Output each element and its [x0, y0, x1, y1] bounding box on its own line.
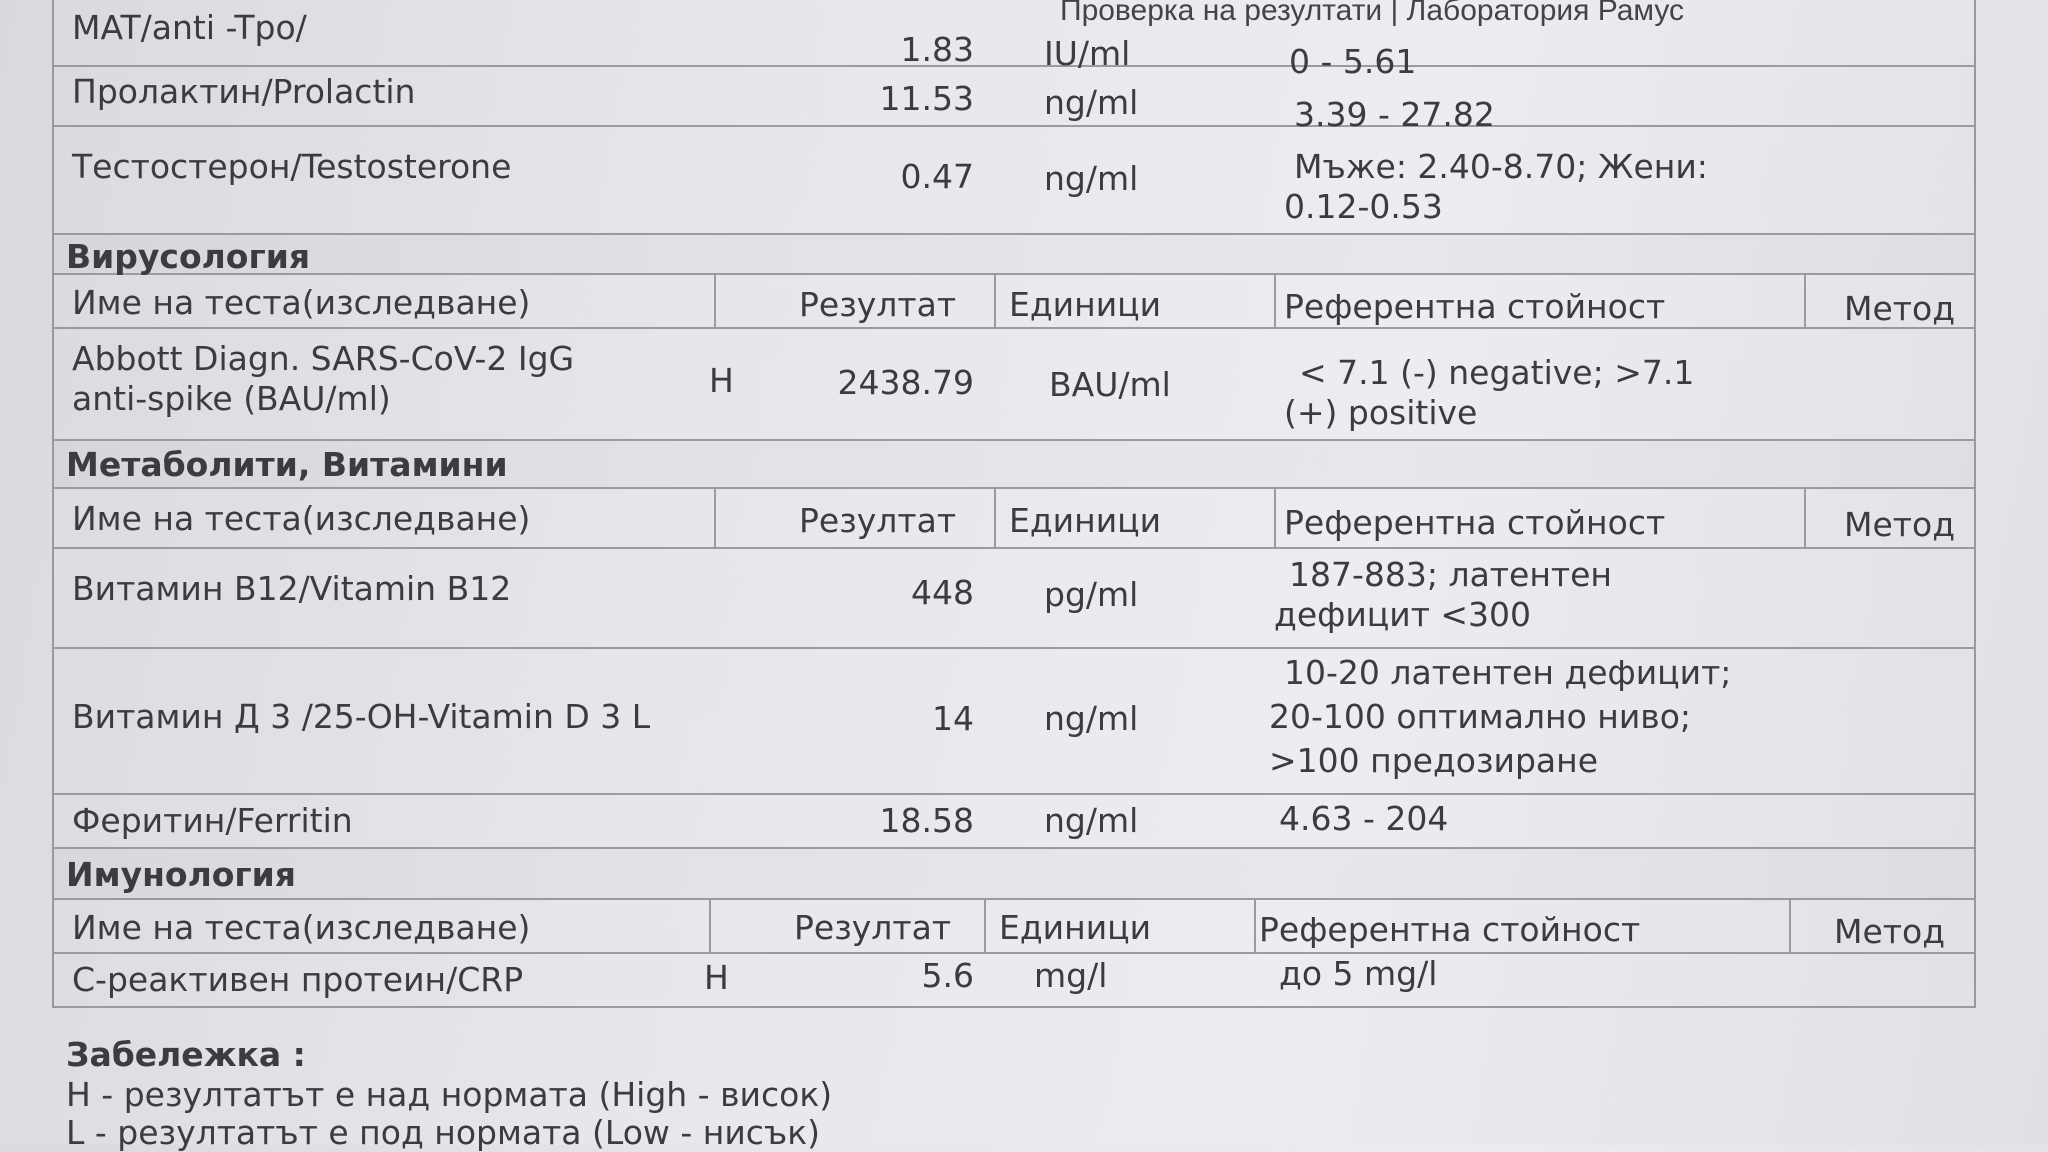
table-row: Витамин B12/Vitamin B12 448 pg/ml 187-88… [54, 549, 1974, 649]
test-units: ng/ml [1044, 801, 1139, 840]
table-row: Abbott Diagn. SARS-CoV-2 IgG anti-spike … [54, 329, 1974, 441]
column-reference: Референтна стойност [1284, 503, 1666, 542]
test-result: 5.6 [921, 956, 974, 995]
column-result: Резултат [799, 285, 957, 324]
test-reference: до 5 mg/l [1279, 954, 1438, 993]
test-reference: Мъже: 2.40-8.70; Жени: [1294, 147, 1708, 186]
test-reference: 3.39 - 27.82 [1294, 95, 1495, 134]
column-method: Метод [1844, 505, 1956, 544]
column-header-row: Име на теста(изследване) Резултат Единиц… [54, 900, 1974, 954]
test-name: MAT/anti -Tpo/ [72, 8, 307, 47]
table-row: Пролактин/Prolactin 11.53 ng/ml 3.39 - 2… [54, 67, 1974, 134]
test-units: ng/ml [1044, 159, 1139, 198]
test-name: Тестостерон/Testosterone [72, 147, 512, 186]
test-reference: дефицит <300 [1274, 595, 1532, 634]
table-row: С-реактивен протеин/CRP H 5.6 mg/l до 5 … [54, 954, 1974, 1008]
column-reference: Референтна стойност [1259, 910, 1641, 949]
test-result: 2438.79 [837, 363, 974, 402]
note-line: H - резултатът е над нормата (High - вис… [66, 1075, 833, 1114]
table-row: Витамин Д 3 /25-OH-Vitamin D 3 L 14 ng/m… [54, 649, 1974, 795]
test-reference: >100 предозиране [1269, 741, 1599, 780]
notes-title: Забележка : [66, 1035, 306, 1074]
test-reference: 0.12-0.53 [1284, 187, 1443, 226]
high-flag: H [709, 361, 734, 400]
column-units: Единици [999, 908, 1152, 947]
document-header: Проверка на резултати | Лаборатория Раму… [1060, 0, 1685, 27]
column-name: Име на теста(изследване) [72, 908, 531, 947]
column-reference: Референтна стойност [1284, 287, 1666, 326]
test-result: 1.83 [900, 30, 974, 69]
column-result: Резултат [799, 501, 957, 540]
test-reference: 20-100 оптимално ниво; [1269, 697, 1692, 736]
section-title: Имунология [66, 855, 296, 894]
section-title: Вирусология [66, 237, 311, 276]
test-units: mg/l [1034, 956, 1108, 995]
test-result: 14 [932, 699, 974, 738]
results-table: MAT/anti -Tpo/ 1.83 IU/ml 0 - 5.61 Прола… [52, 0, 1976, 1008]
test-reference: 187-883; латентен [1289, 555, 1613, 594]
test-name: Витамин B12/Vitamin B12 [72, 569, 512, 608]
test-name: Пролактин/Prolactin [72, 72, 416, 111]
test-name: С-реактивен протеин/CRP [72, 960, 524, 999]
test-units: ng/ml [1044, 699, 1139, 738]
test-reference: 10-20 латентен дефицит; [1284, 653, 1732, 692]
column-name: Име на теста(изследване) [72, 499, 531, 538]
column-units: Единици [1009, 501, 1162, 540]
column-units: Единици [1009, 285, 1162, 324]
test-reference: 0 - 5.61 [1289, 42, 1417, 81]
high-flag: H [704, 958, 729, 997]
column-method: Метод [1834, 912, 1946, 951]
column-name: Име на теста(изследване) [72, 283, 531, 322]
test-reference: < 7.1 (-) negative; >7.1 [1299, 353, 1695, 392]
section-title: Метаболити, Витамини [66, 445, 508, 484]
test-result: 0.47 [900, 157, 974, 196]
test-name: Витамин Д 3 /25-OH-Vitamin D 3 L [72, 697, 651, 736]
test-reference: 4.63 - 204 [1279, 799, 1449, 838]
test-result: 18.58 [879, 801, 974, 840]
test-reference: (+) positive [1284, 393, 1478, 432]
column-result: Резултат [794, 908, 952, 947]
section-metabolites: Метаболити, Витамини [54, 441, 1974, 489]
test-units: BAU/ml [1049, 365, 1171, 404]
test-units: ng/ml [1044, 83, 1139, 122]
test-units: IU/ml [1044, 34, 1131, 73]
column-header-row: Име на теста(изследване) Резултат Единиц… [54, 275, 1974, 329]
test-name: Abbott Diagn. SARS-CoV-2 IgG [72, 339, 575, 378]
test-units: pg/ml [1044, 575, 1139, 614]
table-row: Тестостерон/Testosterone 0.47 ng/ml Мъже… [54, 127, 1974, 235]
note-line: L - резултатът е под нормата (Low - нисъ… [66, 1113, 821, 1152]
table-row: Феритин/Ferritin 18.58 ng/ml 4.63 - 204 [54, 795, 1974, 849]
test-result: 11.53 [879, 79, 974, 118]
column-method: Метод [1844, 289, 1956, 328]
test-result: 448 [911, 573, 974, 612]
test-name: anti-spike (BAU/ml) [72, 379, 391, 418]
section-virology: Вирусология [54, 235, 1974, 276]
column-header-row: Име на теста(изследване) Резултат Единиц… [54, 489, 1974, 549]
table-row: MAT/anti -Tpo/ 1.83 IU/ml 0 - 5.61 [54, 0, 1974, 81]
test-name: Феритин/Ferritin [72, 801, 353, 840]
section-immunology: Имунология [54, 849, 1974, 900]
